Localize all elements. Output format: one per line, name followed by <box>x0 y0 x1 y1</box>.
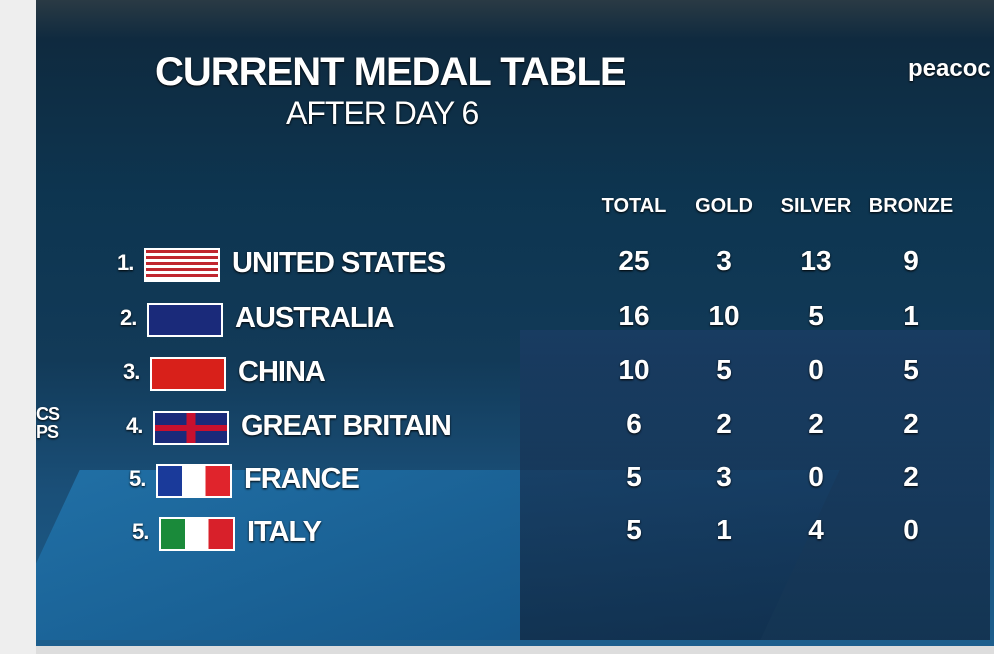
rank: 2. <box>120 305 137 330</box>
medal-count: 3 <box>716 245 732 276</box>
medal-count: 10 <box>618 354 650 385</box>
medal-count: 5 <box>903 354 919 385</box>
medal-count: 2 <box>808 408 824 439</box>
flag <box>147 303 223 337</box>
medal-count: 0 <box>903 514 919 545</box>
country: FRANCE <box>244 463 360 495</box>
column-header: TOTAL <box>601 195 667 217</box>
medal-count: 5 <box>808 300 824 331</box>
flag <box>159 517 235 551</box>
medal-count: 1 <box>903 300 919 331</box>
flag <box>156 464 232 498</box>
country: AUSTRALIA <box>235 302 395 334</box>
medal-count: 0 <box>808 354 824 385</box>
title: CURRENT MEDAL TABLE <box>155 50 627 94</box>
medal-count: 9 <box>903 245 919 276</box>
country: GREAT BRITAIN <box>241 410 452 442</box>
medal-count: 4 <box>808 514 824 545</box>
medal-count: 10 <box>708 300 740 331</box>
medal-count: 1 <box>716 514 732 545</box>
rank: 5. <box>132 519 149 544</box>
medal-count: 5 <box>626 461 642 492</box>
flag <box>150 357 226 391</box>
edge-text: PS <box>36 422 59 442</box>
medal-count: 2 <box>903 408 919 439</box>
subtitle: AFTER DAY 6 <box>286 95 479 131</box>
rank: 4. <box>126 413 143 438</box>
rank: 5. <box>129 466 146 491</box>
column-header: SILVER <box>780 195 852 217</box>
country: UNITED STATES <box>232 247 446 279</box>
flag <box>144 248 220 282</box>
medal-count: 25 <box>618 245 650 276</box>
rank: 1. <box>117 250 134 275</box>
medal-count: 5 <box>626 514 642 545</box>
medal-count: 2 <box>903 461 919 492</box>
crowd <box>520 330 990 640</box>
medal-count: 0 <box>808 461 824 492</box>
country: ITALY <box>247 516 322 548</box>
rank: 3. <box>123 359 140 384</box>
flag <box>153 411 229 445</box>
column-header: BRONZE <box>868 195 954 217</box>
country: CHINA <box>238 356 326 388</box>
edge-text: CS <box>36 404 60 424</box>
medal-count: 5 <box>716 354 732 385</box>
medal-count: 16 <box>618 300 650 331</box>
medal-count: 6 <box>626 408 642 439</box>
medal-count: 13 <box>800 245 832 276</box>
medal-count: 2 <box>716 408 732 439</box>
medal-count: 3 <box>716 461 732 492</box>
brand: peacoc <box>908 55 991 82</box>
column-header: GOLD <box>695 195 753 217</box>
